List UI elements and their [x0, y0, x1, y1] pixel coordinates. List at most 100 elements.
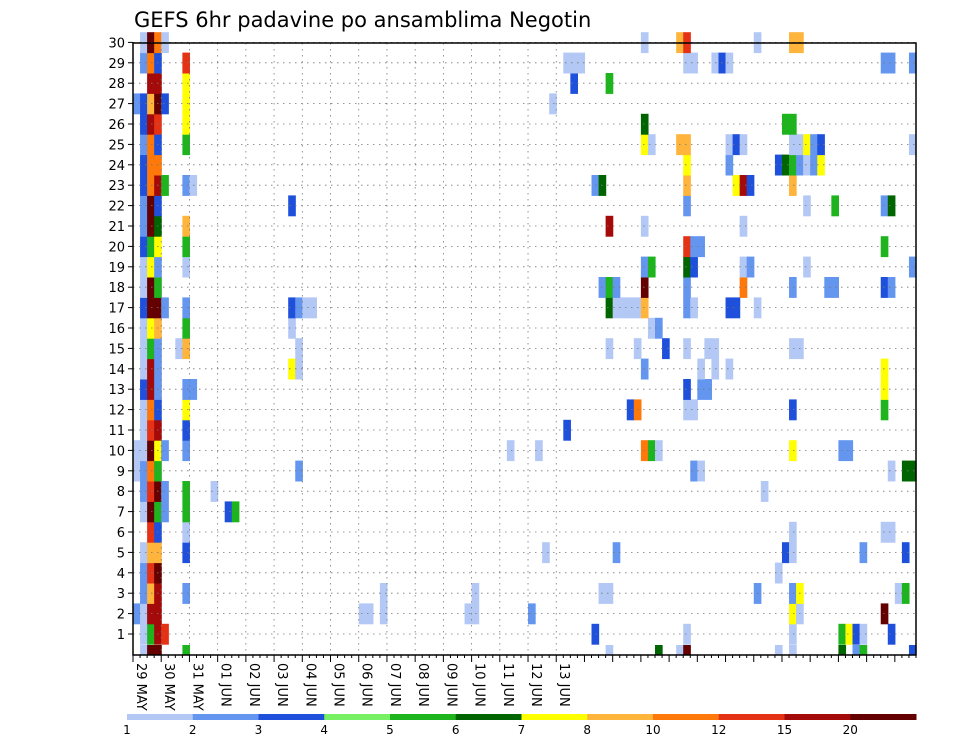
heatmap-cell: [880, 195, 889, 217]
heatmap-cell: [147, 645, 155, 655]
heatmap-cell: [789, 399, 797, 421]
colorbar-swatch: [390, 714, 457, 720]
heatmap-cell: [739, 175, 748, 196]
heatmap-cell: [789, 542, 797, 564]
heatmap-cell: [697, 236, 705, 258]
x-tick-label: 05 JUN: [331, 663, 346, 707]
heatmap-cell: [640, 277, 649, 298]
heatmap-cell: [182, 481, 191, 502]
y-tick-label: 1: [117, 628, 125, 643]
colorbar-label: 15: [777, 723, 792, 737]
colorbar-label: 5: [386, 723, 394, 737]
y-tick-label: 22: [108, 200, 125, 215]
colorbar-label: 12: [711, 723, 726, 737]
heatmap-cell: [605, 645, 614, 655]
heatmap-cell: [662, 338, 670, 360]
heatmap-cell: [506, 440, 515, 462]
heatmap-cell: [852, 623, 861, 645]
heatmap-cell: [147, 358, 155, 380]
heatmap-cell: [817, 134, 825, 156]
heatmap-cell: [605, 297, 614, 319]
heatmap-cell: [781, 154, 790, 176]
heatmap-cell: [887, 521, 896, 543]
heatmap-cell: [140, 338, 148, 360]
heatmap-cell: [140, 52, 148, 74]
heatmap-cell: [640, 297, 649, 319]
y-tick-label: 5: [117, 546, 125, 561]
heatmap-cell: [683, 134, 691, 156]
heatmap-cell: [789, 603, 797, 625]
heatmap-cell: [683, 645, 691, 655]
y-tick-label: 17: [108, 302, 125, 317]
heatmap-cell: [147, 419, 155, 441]
heatmap-cell: [140, 603, 148, 625]
heatmap-cell: [210, 481, 219, 502]
x-tick-label: 30 MAY: [161, 663, 176, 711]
colorbar-label: 4: [320, 723, 328, 737]
heatmap-cell: [147, 338, 155, 360]
heatmap-cell: [140, 583, 148, 604]
heatmap-cell: [288, 297, 296, 319]
heatmap-cell: [182, 297, 191, 319]
heatmap-cell: [690, 297, 698, 319]
heatmap-cell: [640, 358, 649, 380]
colorbar-label: 20: [843, 723, 858, 737]
heatmap-cell: [774, 562, 783, 584]
heatmap-cell: [690, 460, 698, 482]
heatmap-cell: [535, 440, 543, 462]
heatmap-cell: [147, 542, 155, 564]
heatmap-cell: [140, 134, 148, 156]
heatmap-cell: [880, 399, 889, 421]
x-tick-label: 10 JUN: [472, 663, 487, 707]
heatmap-cell: [182, 338, 191, 360]
y-tick-label: 10: [108, 444, 125, 459]
x-tick-label: 11 JUN: [500, 663, 515, 707]
heatmap-cell: [746, 175, 755, 196]
heatmap-cell: [824, 277, 832, 298]
y-tick-label: 23: [108, 179, 125, 194]
heatmap-cell: [147, 134, 155, 156]
heatmap-cell: [901, 542, 910, 564]
heatmap-cell: [746, 256, 755, 278]
heatmap-cell: [887, 460, 896, 482]
heatmap-cell: [781, 113, 790, 135]
heatmap-cell: [182, 93, 191, 115]
heatmap-cell: [803, 256, 811, 278]
y-tick-label: 3: [117, 587, 125, 602]
heatmap-cell: [295, 338, 303, 360]
colorbar-label: 8: [583, 723, 591, 737]
heatmap-cell: [140, 562, 148, 584]
colorbar-swatch: [258, 714, 325, 720]
heatmap-cell: [570, 52, 578, 74]
y-tick-label: 24: [108, 159, 125, 174]
y-tick-label: 13: [108, 383, 125, 398]
x-tick-label: 08 JUN: [415, 663, 430, 707]
heatmap-cell: [605, 583, 614, 604]
heatmap-cell: [725, 154, 734, 176]
heatmap-cell: [683, 297, 691, 319]
heatmap-cell: [147, 399, 155, 421]
heatmap-cell: [725, 358, 734, 380]
heatmap-cell: [140, 175, 148, 196]
heatmap-cell: [182, 215, 191, 237]
heatmap-cell: [147, 277, 155, 298]
heatmap-cell: [838, 645, 847, 655]
x-tick-label: 04 JUN: [302, 663, 317, 707]
colorbar-label: 6: [452, 723, 460, 737]
heatmap-cell: [140, 623, 148, 645]
heatmap-cell: [880, 358, 889, 380]
heatmap-cell: [605, 338, 614, 360]
heatmap-cell: [140, 379, 148, 400]
heatmap-cell: [182, 419, 191, 441]
heatmap-cell: [739, 215, 748, 237]
heatmap-cell: [789, 277, 797, 298]
heatmap-cell: [140, 542, 148, 564]
heatmap-cell: [147, 501, 155, 523]
heatmap-cell: [528, 603, 536, 625]
heatmap-cell: [683, 623, 691, 645]
colorbar-label: 2: [189, 723, 197, 737]
heatmap-cell: [133, 460, 141, 482]
heatmap-cell: [147, 154, 155, 176]
heatmap-cell: [147, 440, 155, 462]
heatmap-cell: [161, 93, 169, 115]
